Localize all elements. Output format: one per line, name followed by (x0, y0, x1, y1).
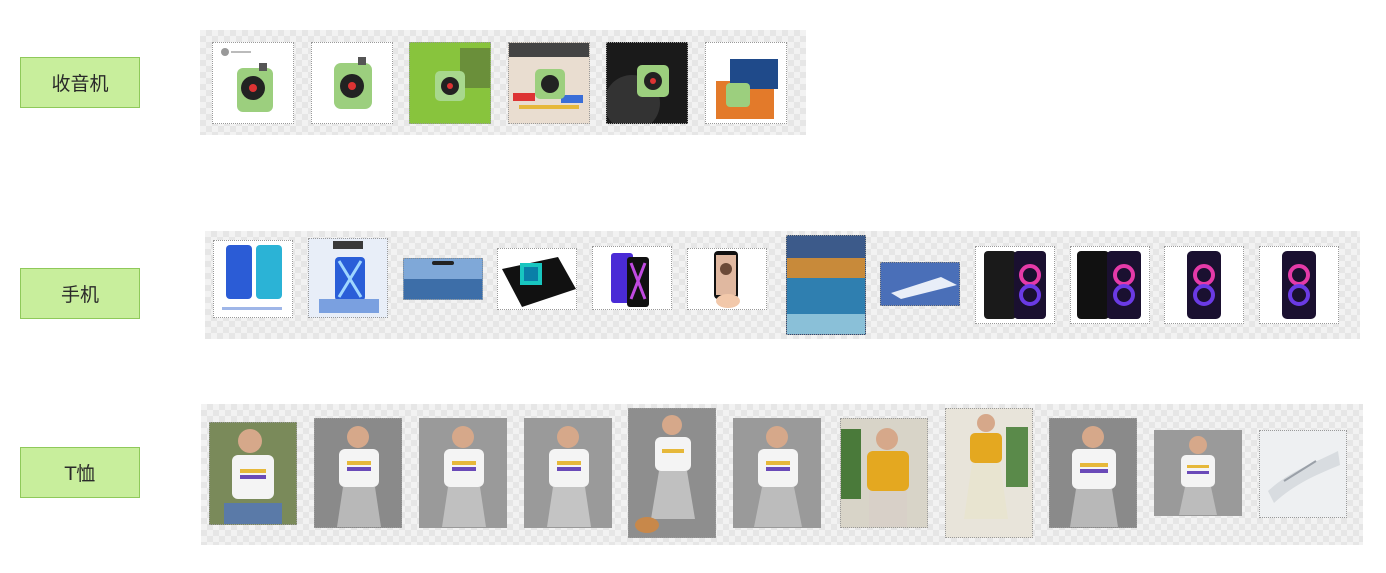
phone-thumbnail-8[interactable] (880, 262, 960, 306)
tshirt-thumbnail-9[interactable] (1049, 418, 1137, 528)
radio-icon (435, 48, 490, 101)
radio-icon (607, 65, 669, 123)
phone-icon (1187, 251, 1221, 319)
model-icon (337, 426, 381, 527)
landscape-icon (787, 236, 865, 334)
phone-thumbnail-12[interactable] (1259, 246, 1339, 324)
category-label-tshirt: T恤 (20, 447, 140, 498)
phone-thumbnail-5[interactable] (592, 246, 672, 310)
tshirt-thumbnail-11[interactable] (1259, 430, 1347, 518)
radio-icon (509, 43, 589, 109)
radio-thumbnail-3[interactable] (409, 42, 491, 124)
tshirt-thumbnail-7[interactable] (840, 418, 928, 528)
phone-icon (222, 245, 282, 310)
phone-thumbnail-7[interactable] (786, 235, 866, 335)
category-label-text: 收音机 (51, 73, 109, 95)
tshirt-thumbnail-6[interactable] (733, 418, 821, 528)
phone-thumbnail-4[interactable] (497, 248, 577, 310)
radio-thumbnail-5[interactable] (606, 42, 688, 124)
model-icon (635, 415, 695, 533)
train-icon (881, 263, 959, 305)
radio-icon (716, 59, 778, 119)
radio-icon (334, 57, 372, 109)
model-icon (1179, 436, 1217, 515)
radio-thumbnail-4[interactable] (508, 42, 590, 124)
phone-icon (984, 251, 1046, 319)
phone-thumbnail-10[interactable] (1070, 246, 1150, 324)
tshirt-thumbnail-10[interactable] (1154, 430, 1242, 516)
tshirt-thumbnail-2[interactable] (314, 418, 402, 528)
radio-icon (221, 48, 273, 112)
phone-thumbnail-1[interactable] (213, 240, 293, 318)
tshirt-thumbnail-3[interactable] (419, 418, 507, 528)
phone-thumbnail-2[interactable] (308, 238, 388, 318)
category-label-text: 手机 (60, 284, 99, 306)
phone-icon (611, 253, 649, 307)
phone-icon (404, 259, 482, 299)
model-icon (547, 426, 591, 527)
category-label-phone: 手机 (20, 268, 140, 319)
phone-thumbnail-3[interactable] (403, 258, 483, 300)
category-label-radio: 收音机 (20, 57, 140, 108)
tshirt-thumbnail-4[interactable] (524, 418, 612, 528)
fabric-icon (1268, 451, 1340, 503)
model-icon (964, 414, 1028, 519)
phone-icon (502, 257, 576, 307)
phone-icon (1077, 251, 1141, 319)
tshirt-thumbnail-1[interactable] (209, 422, 297, 525)
model-icon (754, 426, 802, 527)
phone-thumbnail-6[interactable] (687, 248, 767, 310)
phone-thumbnail-11[interactable] (1164, 246, 1244, 324)
model-icon (224, 429, 282, 524)
phone-icon (319, 241, 379, 313)
radio-thumbnail-1[interactable] (212, 42, 294, 124)
phone-icon (714, 251, 740, 308)
model-icon (442, 426, 486, 527)
model-icon (1070, 426, 1118, 527)
tshirt-thumbnail-5[interactable] (628, 408, 716, 538)
phone-icon (1282, 251, 1316, 319)
tshirt-thumbnail-8[interactable] (945, 408, 1033, 538)
radio-thumbnail-6[interactable] (705, 42, 787, 124)
model-icon (841, 428, 909, 527)
radio-thumbnail-2[interactable] (311, 42, 393, 124)
phone-thumbnail-9[interactable] (975, 246, 1055, 324)
category-label-text: T恤 (64, 463, 96, 485)
